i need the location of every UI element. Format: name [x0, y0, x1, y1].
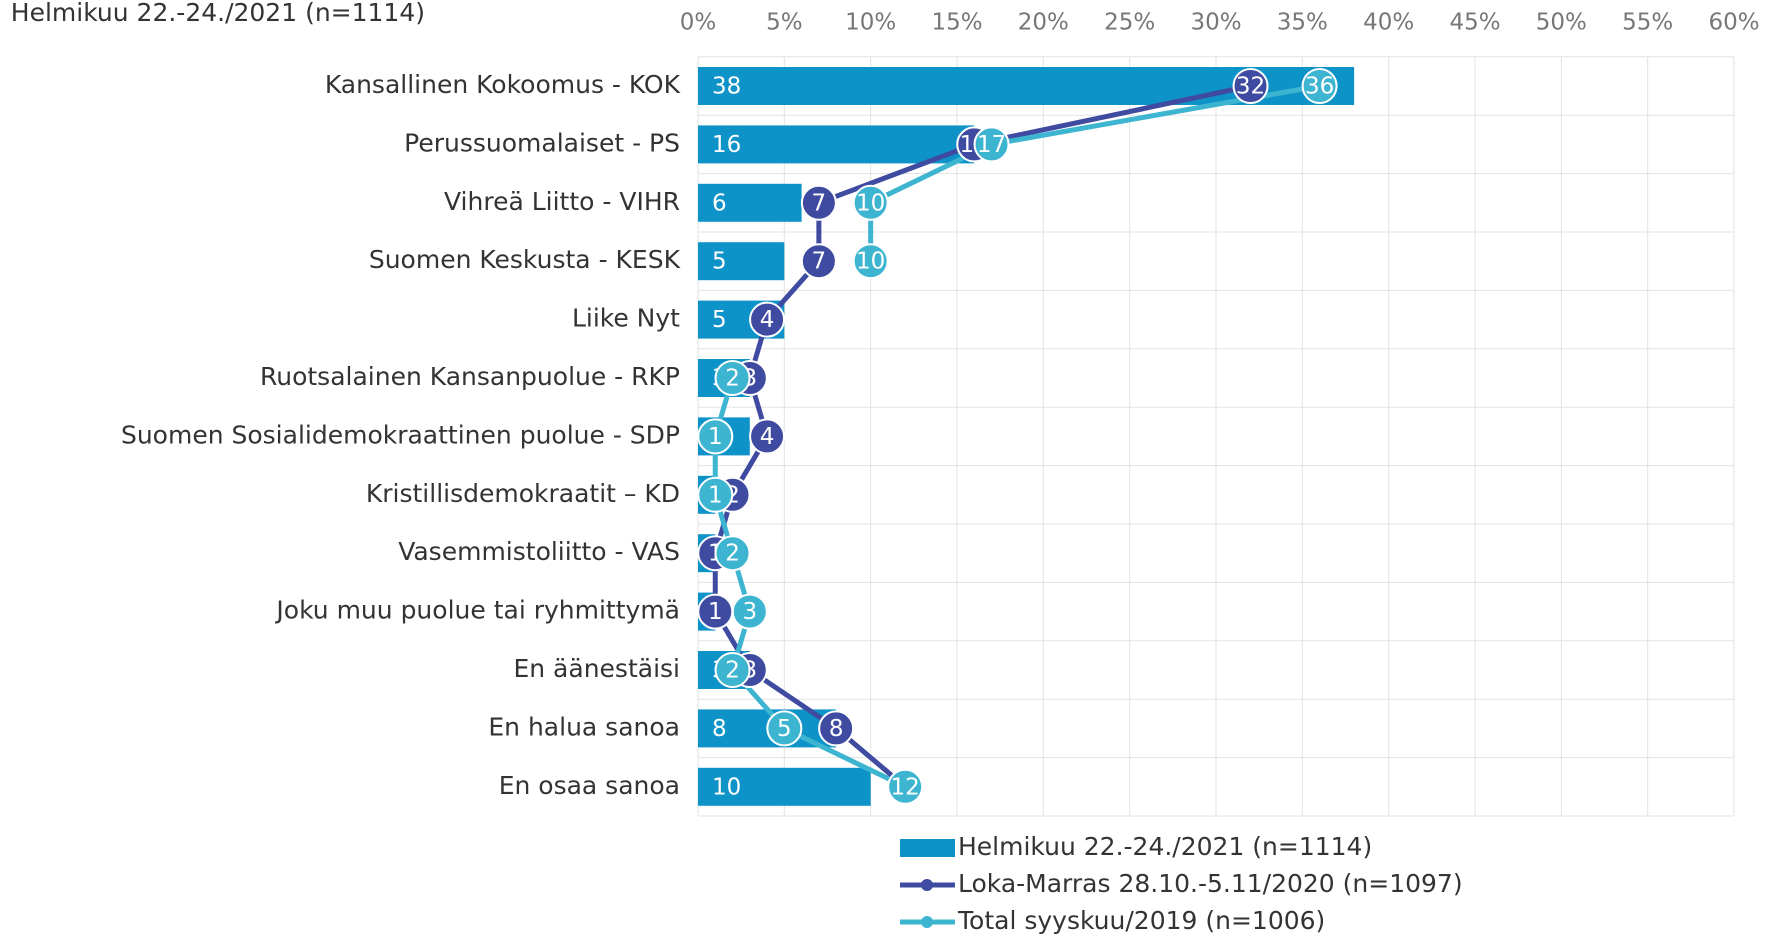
- x-tick-label: 0%: [680, 10, 717, 36]
- x-tick-label: 55%: [1622, 10, 1673, 36]
- bar: [698, 767, 871, 806]
- legend-label: Total syyskuu/2019 (n=1006): [957, 906, 1325, 935]
- x-tick-label: 60%: [1708, 10, 1759, 36]
- point-label: 4: [760, 424, 775, 450]
- x-tick-label: 15%: [931, 10, 982, 36]
- chart-title: Helmikuu 22.-24./2021 (n=1114): [11, 0, 425, 27]
- legend-label: Helmikuu 22.-24./2021 (n=1114): [958, 832, 1372, 861]
- point: [973, 126, 1010, 163]
- point: [887, 768, 924, 805]
- bar: [698, 183, 802, 222]
- point-label: 36: [1305, 74, 1334, 100]
- point-label: 2: [725, 658, 740, 684]
- point: [714, 535, 751, 572]
- point-label: 7: [812, 190, 827, 216]
- category-label: Perussuomalaiset - PS: [404, 128, 680, 157]
- bar-label: 16: [712, 132, 741, 158]
- x-tick-label: 10%: [845, 10, 896, 36]
- point-label: 3: [742, 599, 757, 625]
- x-tick-label: 45%: [1449, 10, 1500, 36]
- category-label: En äänestäisi: [513, 654, 680, 683]
- point: [766, 710, 803, 747]
- category-label: Liike Nyt: [572, 304, 680, 333]
- point: [697, 476, 734, 513]
- point-label: 2: [725, 541, 740, 567]
- point: [714, 360, 751, 396]
- point-label: 17: [977, 132, 1006, 158]
- point-label: 1: [708, 482, 723, 508]
- point: [731, 593, 768, 630]
- bar-label: 5: [712, 249, 727, 275]
- point-label: 1: [708, 599, 723, 625]
- legend-swatch: [900, 839, 955, 857]
- bar: [698, 242, 785, 281]
- point-label: 32: [1236, 74, 1265, 100]
- category-label: Kristillisdemokraatit – KD: [366, 479, 680, 508]
- point-label: 5: [777, 716, 792, 742]
- point-label: 2: [725, 366, 740, 392]
- bar-label: 10: [712, 774, 741, 800]
- legend-label: Loka-Marras 28.10.-5.11/2020 (n=1097): [958, 869, 1463, 898]
- point: [1232, 68, 1269, 104]
- x-tick-label: 40%: [1363, 10, 1414, 36]
- legend-swatch: [921, 879, 933, 891]
- point: [749, 301, 786, 338]
- bar-label: 38: [712, 74, 741, 100]
- category-label: Vasemmistoliitto - VAS: [398, 537, 680, 566]
- point-label: 1: [708, 424, 723, 450]
- category-label: Ruotsalainen Kansanpuolue - RKP: [260, 362, 680, 391]
- category-label: Kansallinen Kokoomus - KOK: [325, 70, 681, 99]
- point-label: 4: [760, 307, 775, 333]
- point-label: 10: [856, 190, 885, 216]
- bar-label: 5: [712, 307, 727, 333]
- point: [852, 184, 889, 221]
- point: [818, 710, 855, 747]
- point-label: 7: [812, 249, 827, 275]
- point: [800, 184, 837, 221]
- x-tick-label: 30%: [1190, 10, 1241, 36]
- category-label: Suomen Sosialidemokraattinen puolue - SD…: [121, 420, 680, 449]
- category-label: En osaa sanoa: [499, 771, 680, 800]
- x-tick-label: 50%: [1536, 10, 1587, 36]
- legend-swatch: [921, 916, 933, 928]
- point: [749, 418, 786, 455]
- x-tick-label: 35%: [1277, 10, 1328, 36]
- bar: [698, 125, 975, 164]
- point: [714, 652, 751, 688]
- x-tick-label: 20%: [1018, 10, 1069, 36]
- bar-label: 8: [712, 716, 727, 742]
- category-label: Joku muu puolue tai ryhmittymä: [274, 596, 680, 625]
- x-tick-label: 5%: [766, 10, 803, 36]
- point: [800, 243, 837, 280]
- point: [852, 243, 889, 280]
- bar-label: 6: [712, 190, 727, 216]
- point-label: 8: [829, 716, 844, 742]
- x-tick-label: 25%: [1104, 10, 1155, 36]
- point-label: 12: [891, 774, 920, 800]
- category-label: Vihreä Liitto - VIHR: [444, 187, 680, 216]
- category-label: En halua sanoa: [488, 712, 680, 741]
- point-label: 10: [856, 249, 885, 275]
- category-label: Suomen Keskusta - KESK: [369, 245, 681, 274]
- point: [697, 418, 734, 455]
- point: [1301, 68, 1338, 104]
